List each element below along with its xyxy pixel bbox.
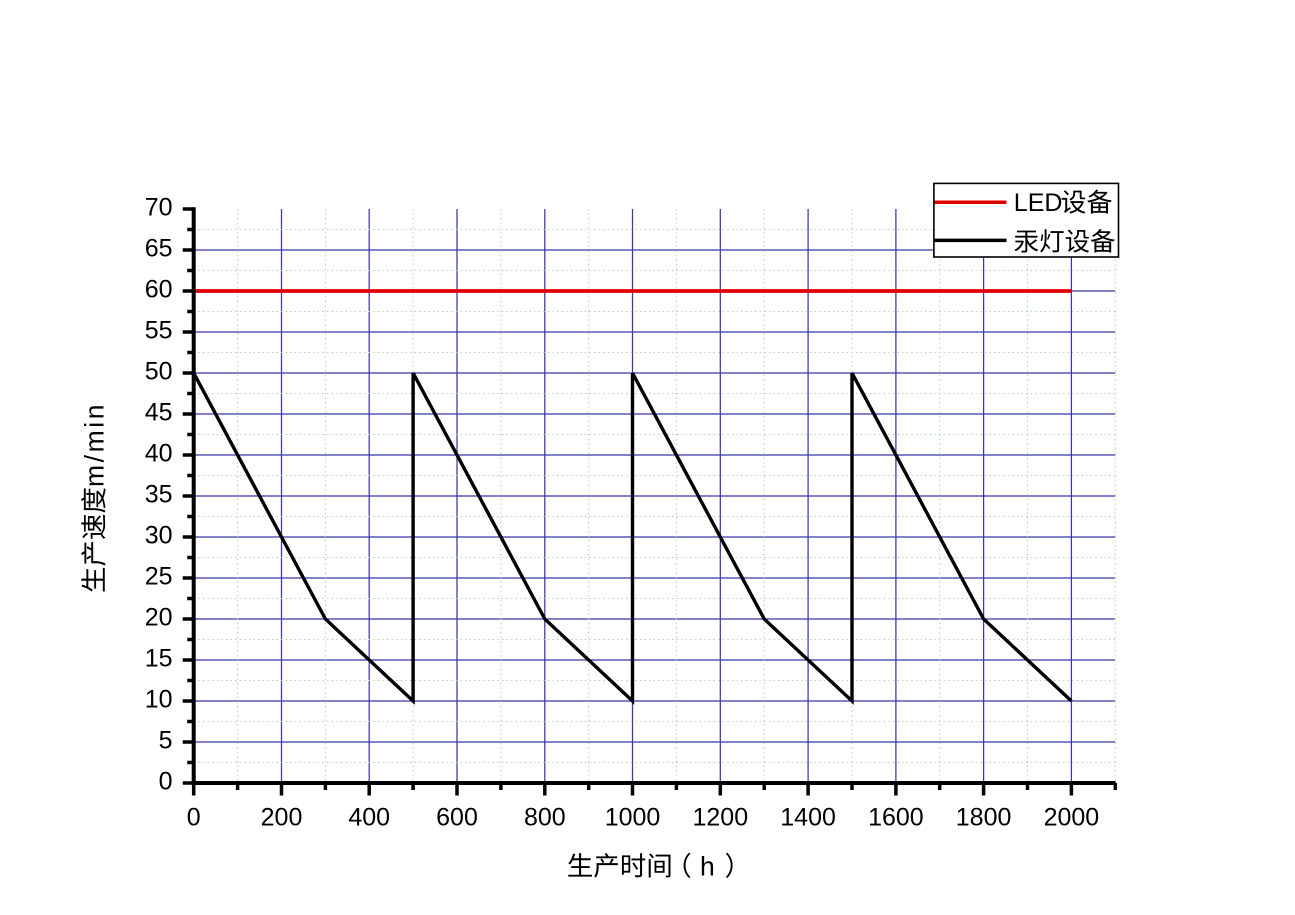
svg-text:35: 35 bbox=[145, 481, 173, 509]
svg-text:65: 65 bbox=[145, 235, 173, 263]
svg-text:400: 400 bbox=[348, 803, 390, 831]
svg-text:1600: 1600 bbox=[868, 803, 924, 831]
svg-text:50: 50 bbox=[145, 358, 173, 386]
svg-text:0: 0 bbox=[159, 768, 173, 796]
svg-text:1400: 1400 bbox=[780, 803, 836, 831]
svg-text:m/min: m/min bbox=[80, 402, 110, 487]
svg-text:15: 15 bbox=[145, 645, 173, 673]
svg-text:10: 10 bbox=[145, 686, 173, 714]
svg-text:60: 60 bbox=[145, 276, 173, 304]
svg-text:800: 800 bbox=[524, 803, 566, 831]
svg-text:5: 5 bbox=[159, 727, 173, 755]
svg-text:45: 45 bbox=[145, 399, 173, 427]
svg-text:600: 600 bbox=[436, 803, 478, 831]
svg-text:1200: 1200 bbox=[692, 803, 748, 831]
svg-text:1000: 1000 bbox=[605, 803, 661, 831]
svg-text:20: 20 bbox=[145, 604, 173, 632]
svg-text:h: h bbox=[700, 851, 715, 881]
svg-text:55: 55 bbox=[145, 317, 173, 345]
svg-text:LED: LED bbox=[1014, 189, 1063, 217]
svg-text:30: 30 bbox=[145, 522, 173, 550]
svg-text:2000: 2000 bbox=[1044, 803, 1100, 831]
svg-text:70: 70 bbox=[145, 194, 173, 222]
svg-text:25: 25 bbox=[145, 563, 173, 591]
svg-text:40: 40 bbox=[145, 440, 173, 468]
svg-text:200: 200 bbox=[261, 803, 303, 831]
svg-text:1800: 1800 bbox=[956, 803, 1012, 831]
svg-text:0: 0 bbox=[187, 803, 201, 831]
